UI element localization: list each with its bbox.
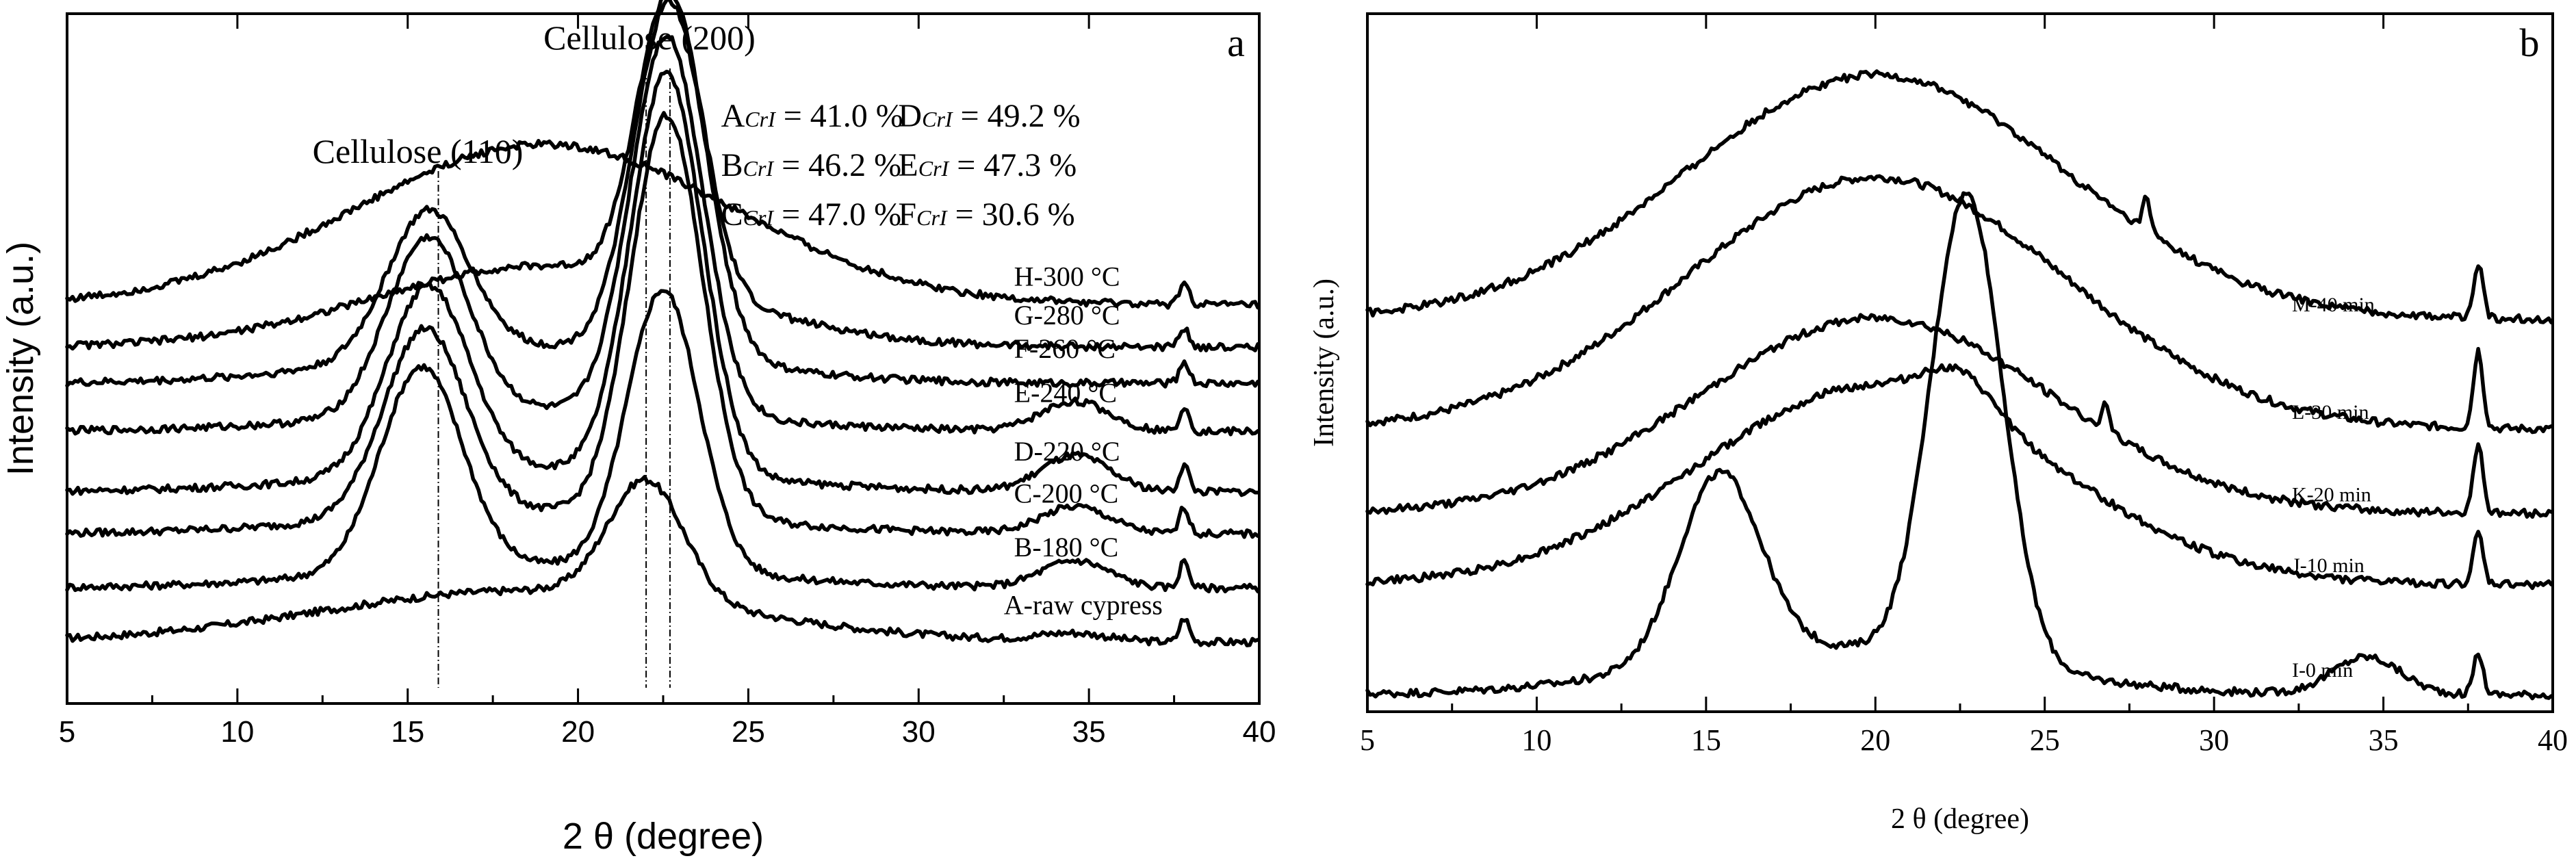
series-label: K-20 min <box>2292 483 2371 506</box>
y-axis-title: Intensity (a.u.) <box>0 242 41 476</box>
series-label: C-200 °C <box>1014 478 1119 508</box>
x-axis-title: 2 θ (degree) <box>563 816 764 857</box>
series-label: B-180 °C <box>1014 532 1119 563</box>
x-tick-label: 35 <box>2369 723 2399 757</box>
xrd-curve <box>1365 69 2553 325</box>
panel-label: a <box>1227 21 1245 65</box>
crystallinity-sample: B <box>721 147 743 183</box>
crystallinity-subscript: CrI <box>918 156 950 181</box>
crystallinity-entry: DCrI = 49.2 % <box>898 98 1080 134</box>
y-axis-title: Intensity (a.u.) <box>1309 279 1340 447</box>
xrd-curve <box>1365 313 2553 519</box>
x-tick-label: 40 <box>1243 715 1276 749</box>
xrd-curve <box>1365 174 2553 435</box>
x-tick-label: 20 <box>1860 723 1890 757</box>
series-label: I-0 min <box>2292 659 2353 682</box>
peak-annotation: Cellulose (110) <box>313 132 524 170</box>
series-label: M-40 min <box>2292 294 2375 316</box>
series-label: G-280 °C <box>1014 300 1120 331</box>
crystallinity-value: = 46.2 % <box>773 147 901 183</box>
crystallinity-entry: BCrI = 46.2 % <box>721 147 902 183</box>
xrd-curve <box>1365 191 2553 701</box>
xrd-curve <box>65 0 1260 352</box>
x-tick-label: 30 <box>2199 723 2229 757</box>
x-tick-label: 35 <box>1072 715 1106 749</box>
xrd-curve <box>65 111 1260 539</box>
crystallinity-subscript: CrI <box>745 107 776 131</box>
x-tick-label: 5 <box>1360 723 1375 757</box>
series-label: L-30 min <box>2292 401 2369 424</box>
x-tick-label: 25 <box>2030 723 2060 757</box>
xrd-curve <box>65 138 1260 310</box>
x-tick-label: 25 <box>732 715 765 749</box>
series-label: A-raw cypress <box>1004 590 1163 621</box>
crystallinity-entry: FCrI = 30.6 % <box>898 196 1074 233</box>
xrd-curve <box>65 35 1260 437</box>
x-tick-label: 30 <box>902 715 936 749</box>
xrd-curve <box>65 69 1260 498</box>
crystallinity-subscript: CrI <box>916 205 948 230</box>
panel-label: b <box>2520 21 2540 65</box>
xrd-curve <box>65 0 1260 389</box>
series-label: D-220 °C <box>1014 436 1120 467</box>
crystallinity-subscript: CrI <box>922 107 953 131</box>
xrd-curve <box>1365 363 2553 591</box>
crystallinity-entry: ACrI = 41.0 % <box>721 98 903 134</box>
crystallinity-value: = 49.2 % <box>953 98 1081 134</box>
crystallinity-sample: A <box>721 98 745 134</box>
crystallinity-sample: E <box>898 147 918 183</box>
crystallinity-value: = 47.0 % <box>773 196 901 233</box>
panel-a: 5 10 15 20 25 30 35 40 2 θ (degree) Intensity (a.… <box>0 0 1276 857</box>
x-tick-label: 10 <box>220 715 254 749</box>
x-tick-label: 10 <box>1521 723 1551 757</box>
crystallinity-sample: F <box>898 196 916 233</box>
series-label: H-300 °C <box>1014 261 1120 292</box>
crystallinity-entry: ECrI = 47.3 % <box>898 147 1077 183</box>
panel-b: 5 10 15 20 25 30 35 40 2 θ (degree) Intensity (a.… <box>1309 12 2568 835</box>
crystallinity-sample: D <box>898 98 922 134</box>
crystallinity-subscript: CrI <box>743 156 775 181</box>
x-tick-label: 15 <box>391 715 424 749</box>
xrd-curve <box>65 474 1260 647</box>
x-axis-title: 2 θ (degree) <box>1891 803 2029 835</box>
plot-frame <box>1366 12 2554 713</box>
series-label: J-10 min <box>2292 554 2365 577</box>
x-tick-label: 5 <box>59 715 75 749</box>
crystallinity-value: = 30.6 % <box>947 196 1075 233</box>
xrd-curve <box>65 289 1260 594</box>
crystallinity-value: = 47.3 % <box>949 147 1077 183</box>
crystallinity-value: = 41.0 % <box>775 98 903 134</box>
x-tick-label: 40 <box>2538 723 2568 757</box>
x-tick-label: 20 <box>561 715 595 749</box>
x-tick-label: 15 <box>1691 723 1721 757</box>
